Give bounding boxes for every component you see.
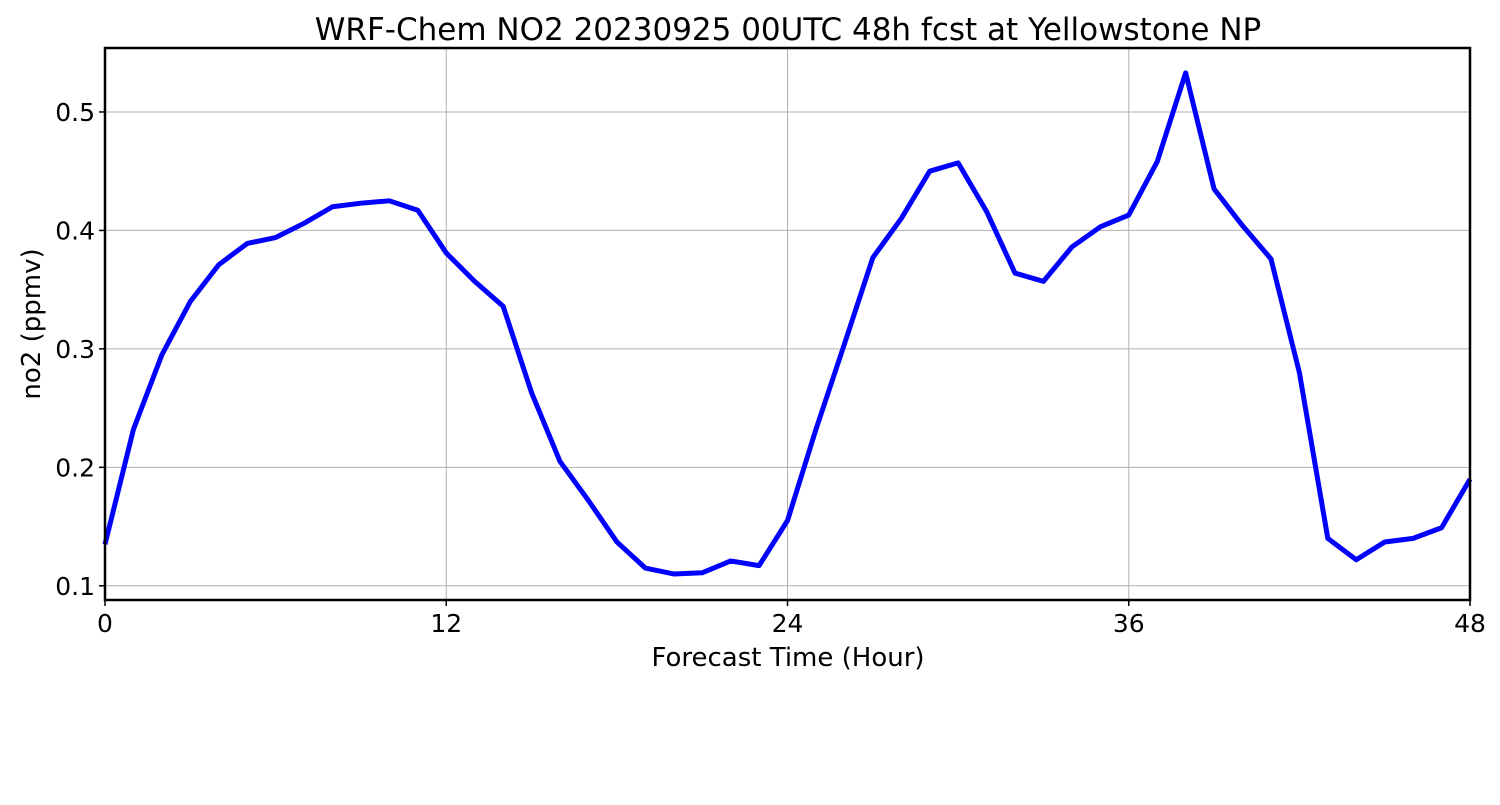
x-tick-label: 12 [430, 609, 462, 638]
no2-series-line [102, 70, 1473, 577]
x-tick-label: 24 [772, 609, 804, 638]
x-tick-label: 36 [1113, 609, 1145, 638]
series-layer [102, 70, 1473, 577]
x-axis-label: Forecast Time (Hour) [651, 643, 924, 673]
y-axis-label: no2 (ppmv) [17, 248, 47, 399]
x-tick-label: 0 [97, 609, 113, 638]
axis-ticks: 0 12 24 36 48 0.1 0.2 0.3 0.4 0.5 [55, 98, 1486, 638]
y-tick-label: 0.2 [55, 453, 95, 482]
x-tick-label: 48 [1454, 609, 1486, 638]
y-tick-label: 0.4 [55, 216, 95, 245]
y-tick-label: 0.1 [55, 572, 95, 601]
y-tick-label: 0.5 [55, 98, 95, 127]
y-tick-label: 0.3 [55, 335, 95, 364]
chart-title: WRF-Chem NO2 20230925 00UTC 48h fcst at … [315, 12, 1261, 48]
